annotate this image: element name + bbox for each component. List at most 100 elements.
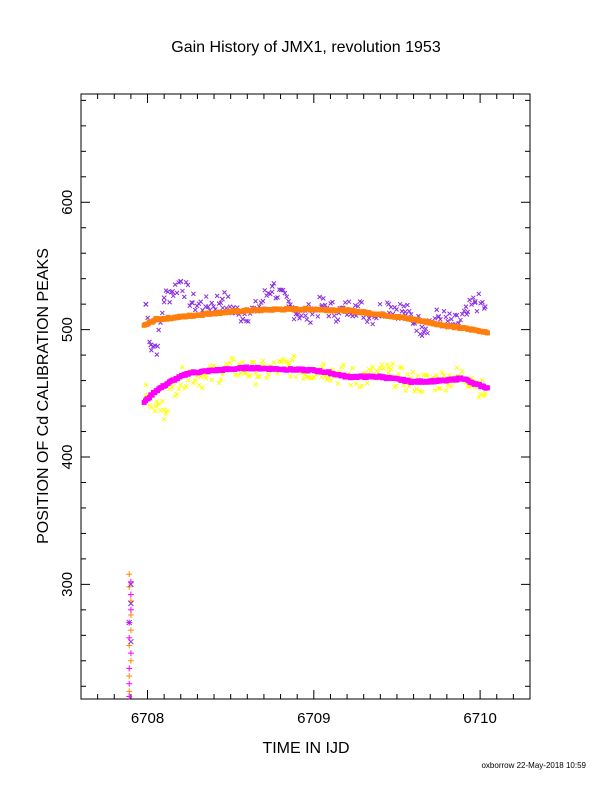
scatter-point <box>231 357 237 362</box>
scatter-point <box>381 366 387 371</box>
scatter-point <box>249 359 255 365</box>
scatter-point <box>169 288 176 294</box>
scatter-point <box>445 382 451 388</box>
scatter-point <box>148 405 154 410</box>
scatter-point <box>247 373 253 378</box>
scatter-point <box>143 301 149 307</box>
scatter-point <box>463 304 469 309</box>
scatter-point <box>476 395 482 400</box>
scatter-point <box>165 408 171 414</box>
scatter-point <box>359 299 365 305</box>
scatter-point <box>443 314 449 320</box>
scatter-point <box>401 303 407 309</box>
calibration-point <box>127 657 134 664</box>
scatter-point <box>280 287 286 293</box>
scatter-point <box>220 371 226 377</box>
calibration-point <box>126 665 133 672</box>
scatter-point <box>291 353 297 359</box>
series-6-early-calibration-points <box>126 581 134 645</box>
scatter-point <box>227 360 233 366</box>
scatter-point <box>282 290 288 296</box>
scatter-point <box>330 299 335 305</box>
scatter-point <box>302 313 309 319</box>
scatter-point <box>458 317 463 323</box>
scatter-point <box>156 327 162 333</box>
scatter-point <box>196 382 202 388</box>
scatter-point <box>419 389 425 395</box>
scatter-point <box>152 408 158 414</box>
scatter-point <box>200 385 205 391</box>
calibration-point <box>126 680 133 687</box>
calibration-point <box>128 600 134 607</box>
scatter-point <box>295 311 301 317</box>
scatter-point <box>300 376 306 382</box>
series-1-upper-fitted-track <box>141 305 490 336</box>
scatter-point <box>227 304 233 310</box>
scatter-point <box>454 365 460 371</box>
scatter-point <box>198 299 204 305</box>
scatter-point <box>355 303 361 309</box>
scatter-point <box>288 373 293 379</box>
scatter-point <box>377 366 383 371</box>
scatter-point <box>178 278 184 284</box>
scatter-point <box>447 311 452 317</box>
scatter-point <box>306 302 312 307</box>
scatter-point <box>170 293 176 299</box>
scatter-point <box>331 313 337 319</box>
plot-frame <box>80 93 531 700</box>
scatter-point <box>388 366 394 372</box>
scatter-point <box>269 289 275 295</box>
scatter-point <box>348 382 354 388</box>
track-point <box>147 395 153 401</box>
scatter-point <box>384 362 390 367</box>
series-4-early-calibration-points <box>126 571 134 695</box>
scatter-point <box>291 316 297 322</box>
scatter-point <box>218 377 224 382</box>
scatter-point <box>350 365 355 371</box>
chart-title: Gain History of JMX1, revolution 1953 <box>171 39 441 56</box>
scatter-point <box>253 382 258 387</box>
x-axis-label: TIME IN IJD <box>262 740 349 757</box>
x-tick-label: 6708 <box>131 710 164 727</box>
scatter-point <box>297 315 302 321</box>
scatter-point <box>161 407 167 413</box>
scatter-point <box>377 301 383 307</box>
calibration-point <box>127 650 134 657</box>
scatter-point <box>154 352 160 358</box>
scatter-point <box>414 386 419 392</box>
scatter-point <box>185 377 191 383</box>
scatter-point <box>480 299 485 305</box>
scatter-point <box>443 387 449 393</box>
calibration-point <box>127 591 134 598</box>
scatter-point <box>211 304 216 309</box>
track-point <box>149 392 155 398</box>
scatter-point <box>341 362 346 368</box>
scatter-point <box>198 374 204 379</box>
scatter-point <box>308 320 313 325</box>
scatter-point <box>425 372 430 378</box>
scatter-point <box>353 381 359 387</box>
scatter-point <box>203 294 209 299</box>
calibration-point <box>126 673 133 680</box>
scatter-point <box>317 294 322 300</box>
scatter-point <box>405 372 410 377</box>
scatter-point <box>159 310 165 316</box>
scatter-point <box>176 386 182 392</box>
scatter-point <box>203 375 209 381</box>
calibration-point <box>126 693 133 700</box>
scatter-point <box>319 374 324 380</box>
scatter-point <box>386 370 392 376</box>
scatter-point <box>432 388 438 393</box>
calibration-point <box>126 571 133 578</box>
y-tick-label: 400 <box>59 444 76 469</box>
scatter-point <box>454 312 460 318</box>
scatter-point <box>223 361 229 367</box>
scatter-point <box>379 362 385 368</box>
scatter-point <box>320 296 326 301</box>
scatter-point <box>448 316 454 322</box>
scatter-point <box>172 282 178 288</box>
scatter-point <box>154 399 160 404</box>
scatter-point <box>461 308 467 314</box>
scatter-point <box>472 300 478 306</box>
scatter-point <box>216 380 222 386</box>
